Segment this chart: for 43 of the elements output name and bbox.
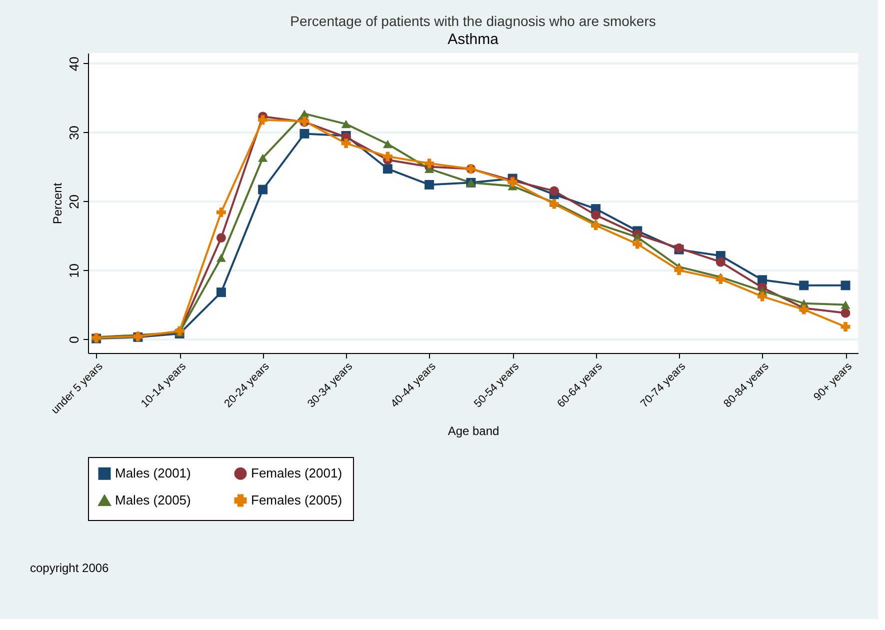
legend-label: Females (2001)	[251, 466, 342, 481]
legend-label: Males (2001)	[115, 466, 191, 481]
point	[216, 208, 226, 218]
point	[591, 220, 601, 230]
point	[840, 308, 850, 318]
point	[424, 180, 434, 190]
point	[341, 138, 351, 148]
legend-label: Females (2005)	[251, 492, 342, 508]
point	[382, 164, 392, 174]
point	[300, 128, 310, 138]
point	[674, 266, 684, 275]
legend-label: Males (2005)	[115, 492, 191, 508]
y-tick-label: 40	[66, 56, 82, 72]
chart-subtitle: Asthma	[448, 31, 500, 48]
point	[341, 120, 351, 128]
point	[216, 288, 226, 298]
point	[716, 257, 726, 267]
y-tick-label: 10	[66, 264, 82, 278]
point	[216, 254, 226, 262]
point	[799, 280, 809, 290]
y-tick-label: 0	[66, 336, 82, 344]
point	[424, 158, 434, 168]
point	[591, 210, 601, 220]
point	[840, 280, 850, 290]
y-tick-label: 30	[66, 126, 82, 140]
point	[840, 322, 850, 332]
point	[549, 186, 559, 196]
y-axis-title: Percent	[50, 182, 64, 224]
point	[758, 275, 768, 285]
point	[258, 184, 268, 194]
point	[382, 152, 392, 162]
y-tick-label: 20	[66, 194, 82, 210]
point	[840, 300, 850, 309]
text: copyright 2006	[30, 561, 110, 575]
point	[716, 274, 726, 284]
chart-title: Percentage of patients with the diagnosis who are smokers	[290, 13, 656, 29]
point	[258, 154, 268, 162]
point	[632, 239, 642, 249]
point	[258, 115, 268, 125]
point	[382, 140, 392, 148]
x-axis-title: Age band	[448, 424, 500, 438]
point	[758, 292, 768, 302]
point	[216, 233, 226, 243]
